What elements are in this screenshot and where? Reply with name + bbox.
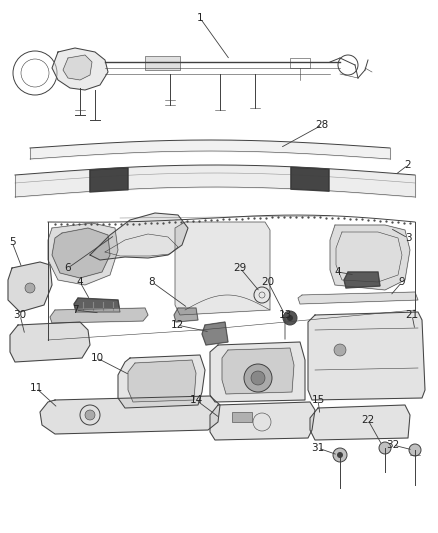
- Text: 13: 13: [279, 310, 292, 320]
- Text: 22: 22: [361, 415, 374, 425]
- Polygon shape: [90, 213, 188, 260]
- Polygon shape: [10, 322, 90, 362]
- Bar: [232, 412, 252, 422]
- Circle shape: [379, 442, 391, 454]
- Polygon shape: [344, 272, 380, 288]
- Polygon shape: [8, 262, 52, 312]
- Text: 15: 15: [311, 395, 325, 405]
- Text: 3: 3: [405, 233, 411, 243]
- Text: 11: 11: [29, 383, 42, 393]
- Text: 29: 29: [233, 263, 247, 273]
- Polygon shape: [298, 292, 418, 304]
- Text: 10: 10: [90, 353, 103, 363]
- Circle shape: [85, 410, 95, 420]
- Text: 4: 4: [77, 277, 83, 287]
- Polygon shape: [210, 342, 305, 402]
- Text: 32: 32: [386, 440, 399, 450]
- Bar: [145, 56, 180, 70]
- Polygon shape: [48, 223, 118, 285]
- Text: 30: 30: [14, 310, 27, 320]
- Text: 8: 8: [148, 277, 155, 287]
- Text: 2: 2: [405, 160, 411, 170]
- Circle shape: [251, 371, 265, 385]
- Bar: [290, 58, 310, 68]
- Polygon shape: [118, 355, 205, 408]
- Circle shape: [244, 364, 272, 392]
- Text: 14: 14: [189, 395, 203, 405]
- Text: 28: 28: [315, 120, 328, 130]
- Circle shape: [337, 452, 343, 458]
- Circle shape: [333, 448, 347, 462]
- Polygon shape: [52, 228, 110, 278]
- Polygon shape: [210, 402, 315, 440]
- Polygon shape: [52, 48, 108, 90]
- Polygon shape: [50, 308, 148, 323]
- Circle shape: [287, 315, 293, 321]
- Polygon shape: [310, 405, 410, 440]
- Text: 31: 31: [311, 443, 325, 453]
- Polygon shape: [40, 396, 220, 434]
- Text: 20: 20: [261, 277, 275, 287]
- Polygon shape: [308, 312, 425, 400]
- Text: 9: 9: [399, 277, 405, 287]
- Polygon shape: [174, 308, 198, 322]
- Text: 7: 7: [72, 305, 78, 315]
- Text: 6: 6: [65, 263, 71, 273]
- Polygon shape: [175, 222, 270, 315]
- Circle shape: [25, 283, 35, 293]
- Circle shape: [409, 444, 421, 456]
- Circle shape: [283, 311, 297, 325]
- Text: 5: 5: [9, 237, 15, 247]
- Text: 4: 4: [335, 267, 341, 277]
- Polygon shape: [74, 298, 120, 312]
- Polygon shape: [63, 55, 92, 80]
- Polygon shape: [128, 360, 196, 402]
- Text: 21: 21: [406, 310, 419, 320]
- Circle shape: [334, 344, 346, 356]
- Polygon shape: [330, 225, 410, 290]
- Polygon shape: [202, 322, 228, 345]
- Text: 1: 1: [197, 13, 203, 23]
- Text: 12: 12: [170, 320, 184, 330]
- Polygon shape: [222, 348, 294, 394]
